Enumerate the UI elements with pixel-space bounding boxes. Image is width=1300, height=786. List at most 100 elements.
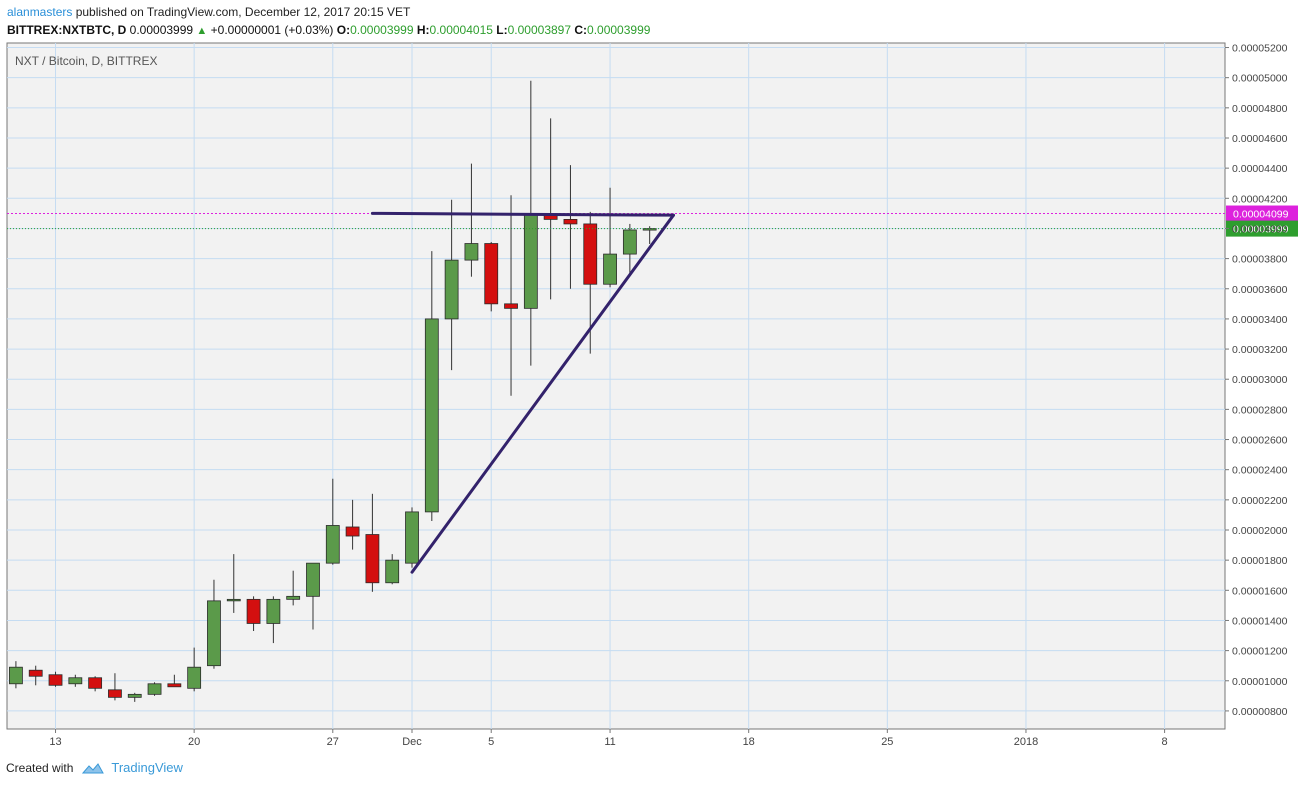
close-label: C: — [574, 23, 588, 37]
candle-body — [563, 219, 578, 225]
candle — [405, 507, 419, 568]
candlestick-chart[interactable]: 0.00004099 0.00003999 0.00000800 0.0000100… — [0, 40, 1300, 752]
candle-body — [484, 243, 499, 305]
y-tick-label: 0.00003800 — [1232, 254, 1288, 266]
trendline — [410, 213, 675, 574]
y-tick-label: 0.00004800 — [1232, 103, 1288, 115]
y-tick-label: 0.00001200 — [1232, 646, 1288, 658]
candle — [187, 647, 202, 692]
candle — [424, 251, 439, 521]
price-line-tag — [1226, 220, 1298, 237]
symbol-label: BITTREX:NXTBTC, D — [7, 23, 127, 37]
high-label: H: — [416, 23, 430, 37]
last-price-value: 0.00003999 — [129, 23, 194, 37]
candle-body — [444, 259, 459, 320]
candle-body — [424, 318, 439, 513]
candle-body — [187, 666, 202, 689]
candle — [286, 570, 301, 606]
candle-body — [167, 683, 182, 688]
candle-body — [365, 534, 380, 584]
low-value: 0.00003897 — [507, 23, 572, 37]
candle-body — [286, 595, 301, 600]
candle — [108, 673, 122, 701]
candle-body — [9, 666, 23, 685]
candle-body — [622, 229, 637, 255]
candle-body — [226, 598, 241, 602]
candle-body — [147, 683, 162, 695]
x-tick-label: 27 — [327, 736, 339, 748]
y-tick-label: 0.00001800 — [1232, 555, 1288, 567]
candle — [464, 163, 479, 277]
y-tick-label: 0.00004000 — [1232, 223, 1288, 235]
candle — [127, 692, 142, 702]
y-tick-label: 0.00001400 — [1232, 615, 1288, 627]
change-value: +0.00000001 (+0.03%) — [210, 23, 334, 37]
up-arrow-icon: ▲ — [196, 25, 208, 37]
candle — [28, 665, 43, 686]
x-tick-label: 5 — [488, 736, 494, 748]
trendline — [370, 211, 675, 217]
candle — [167, 674, 182, 688]
x-tick-label: 8 — [1162, 736, 1168, 748]
x-tick-label: 20 — [188, 736, 200, 748]
x-axis[interactable]: 13 20 27 Dec 5 11 18 25 2018 8 — [49, 729, 1168, 748]
candle — [48, 671, 63, 687]
y-tick-label: 0.00001600 — [1232, 585, 1288, 597]
y-tick-label: 0.00002800 — [1232, 404, 1288, 416]
y-tick-label: 0.00004200 — [1232, 193, 1288, 205]
candle-body — [464, 243, 479, 261]
candle-body — [28, 669, 43, 677]
y-tick-label: 0.00002000 — [1232, 525, 1288, 537]
y-tick-label: 0.00005000 — [1232, 73, 1288, 85]
brand-label: TradingView — [111, 760, 183, 775]
open-value: 0.00003999 — [350, 23, 414, 37]
candle — [365, 493, 380, 592]
footer: Created with TradingView — [6, 760, 183, 775]
candle-body — [266, 598, 281, 624]
ohlc-bar: BITTREX:NXTBTC, D 0.00003999 ▲ +0.000000… — [7, 22, 650, 39]
published-text: published on TradingView.com, December 1… — [72, 5, 411, 19]
candle-body — [127, 693, 142, 698]
candle-body — [306, 562, 320, 597]
low-label: L: — [496, 23, 508, 37]
candle-body — [108, 689, 122, 698]
candle — [246, 596, 261, 632]
candle — [484, 242, 499, 312]
candle — [147, 682, 162, 696]
y-tick-label: 0.00003200 — [1232, 344, 1288, 356]
candle — [603, 187, 617, 288]
created-with-label: Created with — [6, 760, 74, 775]
candle-body — [405, 511, 419, 564]
candle — [345, 499, 360, 550]
candle-body — [68, 677, 83, 685]
candle-body — [325, 525, 340, 564]
candle — [207, 579, 221, 669]
author-link[interactable]: alanmasters — [7, 5, 73, 19]
x-tick-label: 11 — [604, 736, 615, 748]
candle-body — [504, 303, 518, 309]
candle — [306, 562, 320, 630]
x-tick-label: Dec — [402, 736, 422, 748]
candle — [563, 165, 578, 289]
y-tick-label: 0.00005200 — [1232, 43, 1288, 55]
plot-area[interactable] — [6, 42, 1226, 730]
y-tick-label: 0.00003600 — [1232, 284, 1288, 296]
open-label: O: — [336, 23, 351, 37]
candle — [622, 223, 637, 276]
candle — [385, 554, 400, 585]
candle-body — [48, 674, 63, 686]
price-line-label: 0.00003999 — [1233, 224, 1289, 236]
y-tick-label: 0.00004400 — [1232, 163, 1288, 175]
candle-body — [246, 598, 261, 624]
tradingview-logo[interactable]: TradingView — [81, 760, 183, 775]
candle — [88, 676, 103, 692]
chart-title: NXT / Bitcoin, D, BITTREX — [15, 54, 157, 68]
price-line-tag — [1226, 205, 1298, 222]
x-tick-label: 25 — [881, 736, 893, 748]
high-value: 0.00004015 — [429, 23, 493, 37]
y-axis[interactable]: 0.00000800 0.00001000 0.00001200 0.00001400… — [1225, 43, 1288, 718]
candle — [523, 80, 538, 366]
candle-body — [583, 223, 598, 285]
candle — [68, 674, 83, 687]
y-tick-label: 0.00004600 — [1232, 133, 1288, 145]
